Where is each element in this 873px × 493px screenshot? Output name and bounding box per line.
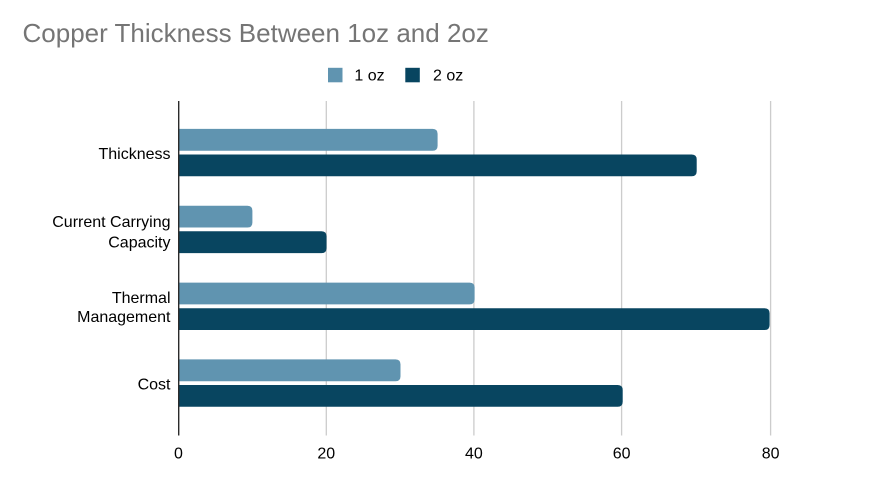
svg-text:60: 60 [613,445,631,462]
svg-text:Management: Management [77,309,171,326]
svg-text:2 oz: 2 oz [433,67,463,84]
svg-text:Copper Thickness Between 1oz a: Copper Thickness Between 1oz and 2oz [23,18,489,48]
svg-text:Thermal: Thermal [112,290,171,307]
svg-text:Cost: Cost [138,377,171,394]
svg-text:Current Carrying: Current Carrying [52,214,170,231]
svg-text:Capacity: Capacity [108,235,170,252]
svg-text:80: 80 [762,445,780,462]
svg-text:Thickness: Thickness [98,146,170,163]
svg-text:40: 40 [465,445,483,462]
svg-text:0: 0 [174,445,183,462]
svg-text:1 oz: 1 oz [354,67,384,84]
svg-text:20: 20 [317,445,335,462]
